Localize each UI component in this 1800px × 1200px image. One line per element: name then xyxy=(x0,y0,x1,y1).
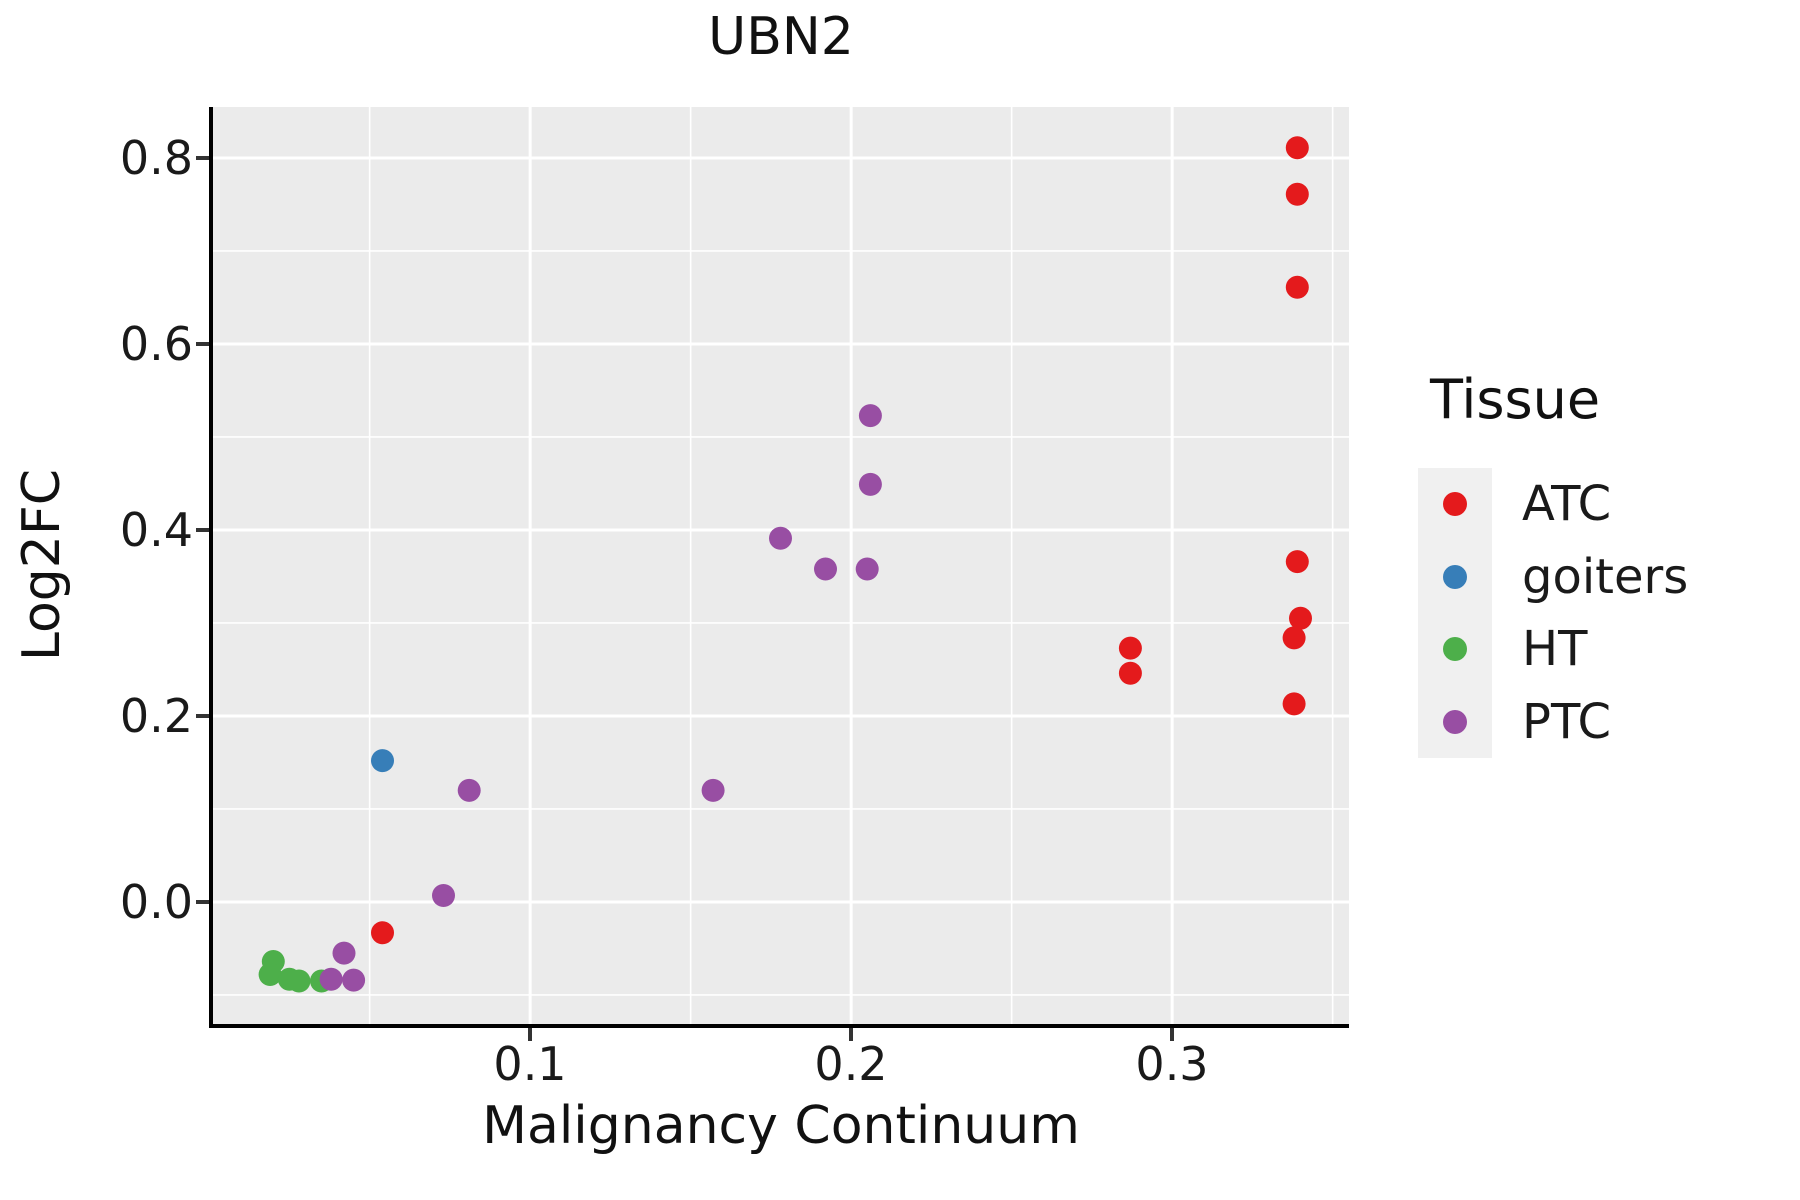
data-point-PTC xyxy=(858,472,882,496)
legend-rows: ATC goiters HT PTC xyxy=(1418,468,1778,758)
data-point-PTC xyxy=(342,968,366,992)
x-tick-label: 0.1 xyxy=(493,1037,567,1091)
legend-dot-PTC xyxy=(1443,709,1467,734)
legend-item-PTC: PTC xyxy=(1418,686,1778,759)
x-axis-line xyxy=(209,1024,1349,1028)
data-point-PTC xyxy=(858,404,882,428)
data-point-ATC xyxy=(1285,550,1309,574)
data-point-ATC xyxy=(1118,661,1142,685)
legend-title: Tissue xyxy=(1430,368,1601,431)
legend-key xyxy=(1418,637,1492,662)
scatter-canvas xyxy=(213,107,1349,1024)
y-axis-line xyxy=(209,107,213,1028)
data-point-PTC xyxy=(319,967,343,991)
data-point-goiters xyxy=(371,749,394,773)
data-point-PTC xyxy=(332,941,356,965)
y-tick-mark xyxy=(196,528,209,532)
x-tick-label: 0.3 xyxy=(1135,1037,1209,1091)
y-tick-label: 0.2 xyxy=(119,689,193,743)
plot-panel xyxy=(213,107,1349,1024)
y-tick-label: 0.6 xyxy=(119,317,193,371)
x-axis-title: Malignancy Continuum xyxy=(482,1096,1080,1156)
data-point-ATC xyxy=(1285,136,1309,160)
data-point-ATC xyxy=(1282,692,1306,716)
legend-item-HT: HT xyxy=(1418,613,1778,686)
legend-label: ATC xyxy=(1522,476,1612,533)
y-axis-title: Log2FC xyxy=(12,468,72,662)
data-point-HT xyxy=(287,969,311,993)
data-point-PTC xyxy=(855,557,879,581)
legend-item-ATC: ATC xyxy=(1418,468,1778,541)
y-tick-mark xyxy=(196,714,209,718)
legend-key xyxy=(1418,564,1492,589)
legend-dot-HT xyxy=(1443,637,1467,662)
data-point-PTC xyxy=(701,778,725,802)
y-tick-mark xyxy=(196,156,209,160)
legend-label: HT xyxy=(1522,621,1588,678)
chart-title: UBN2 xyxy=(708,7,854,67)
y-tick-mark xyxy=(196,342,209,346)
legend-key xyxy=(1418,492,1492,517)
y-tick-label: 0.0 xyxy=(119,875,193,929)
data-point-PTC xyxy=(769,526,792,550)
legend-key-strip xyxy=(1418,468,1492,758)
data-point-ATC xyxy=(1118,636,1142,660)
y-tick-mark xyxy=(196,900,209,904)
x-tick-mark xyxy=(1170,1028,1174,1041)
data-point-ATC xyxy=(1285,275,1309,299)
data-point-PTC xyxy=(457,778,481,802)
data-point-ATC xyxy=(1282,626,1306,650)
legend-dot-ATC xyxy=(1443,492,1467,517)
data-point-ATC xyxy=(1285,182,1309,206)
legend-item-goiters: goiters xyxy=(1418,541,1778,614)
legend-key xyxy=(1418,709,1492,734)
legend-label: goiters xyxy=(1522,548,1689,605)
y-tick-label: 0.8 xyxy=(119,131,193,185)
data-point-ATC xyxy=(371,921,394,945)
legend-dot-goiters xyxy=(1443,564,1467,589)
data-point-ATC xyxy=(1289,606,1312,630)
data-point-PTC xyxy=(432,884,455,907)
x-tick-mark xyxy=(849,1028,853,1041)
data-point-HT xyxy=(258,963,282,986)
x-tick-mark xyxy=(528,1028,532,1041)
y-tick-label: 0.4 xyxy=(119,503,193,557)
x-tick-label: 0.2 xyxy=(814,1037,888,1091)
data-point-PTC xyxy=(814,557,837,581)
legend-label: PTC xyxy=(1522,693,1611,750)
